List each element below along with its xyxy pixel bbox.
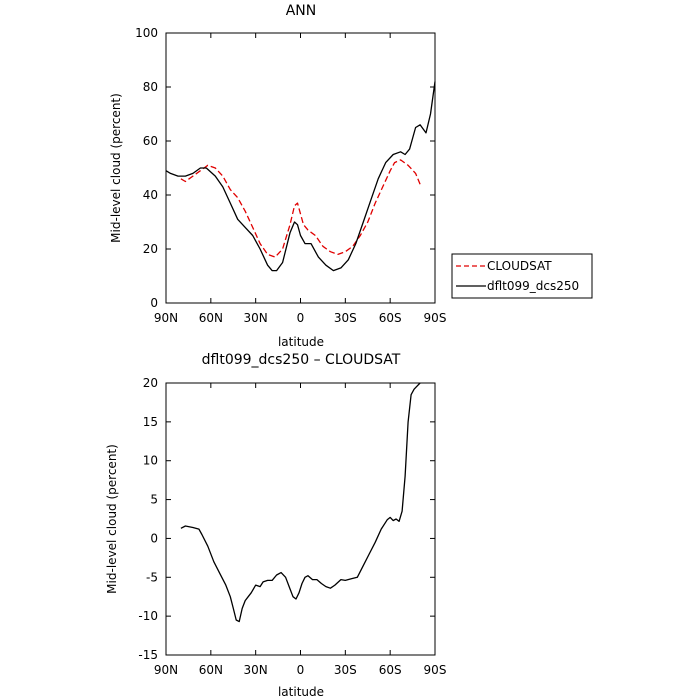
- top-y-tick-label: 40: [143, 188, 158, 202]
- bottom-y-tick-label: 0: [150, 531, 158, 545]
- bottom-x-axis: 90N 60N 30N 0 30S 60S 90S: [154, 383, 447, 677]
- bottom-x-tick-label: 60N: [199, 663, 223, 677]
- bottom-plot-area: [180, 382, 421, 623]
- top-x-axis-label: latitude: [278, 335, 324, 349]
- legend-box: [451, 253, 593, 299]
- top-y-tick-label: 60: [143, 134, 158, 148]
- top-x-tick-label: 0: [297, 311, 305, 325]
- bottom-y-tick-label: 15: [143, 415, 158, 429]
- bottom-y-axis-label: Mid-level cloud (percent): [105, 444, 119, 594]
- top-y-axis-label: Mid-level cloud (percent): [109, 93, 123, 243]
- top-x-axis: 90N 60N 30N 0 30S 60S 90S: [154, 33, 447, 325]
- top-series-line-0: [180, 159, 421, 258]
- top-x-tick-label: 90S: [424, 311, 447, 325]
- top-y-tick-label: 100: [135, 26, 158, 40]
- bottom-y-tick-label: 20: [143, 376, 158, 390]
- chart-panel-top: ANN 90N 60N 30N 0 30S 60S 90S 0 20 40 60 80 100 lat…: [109, 3, 446, 349]
- bottom-x-tick-label: 0: [297, 663, 305, 677]
- top-chart-title: ANN: [286, 3, 317, 19]
- top-x-tick-label: 60N: [199, 311, 223, 325]
- top-x-tick-label: 60S: [379, 311, 402, 325]
- legend: CLOUDSAT dflt099_dcs250: [451, 253, 593, 299]
- top-y-tick-label: 0: [150, 296, 158, 310]
- top-x-tick-label: 30S: [334, 311, 357, 325]
- bottom-x-tick-label: 90N: [154, 663, 178, 677]
- top-y-axis: 0 20 40 60 80 100: [135, 26, 435, 310]
- bottom-chart-title: dflt099_dcs250 – CLOUDSAT: [202, 352, 401, 368]
- legend-label-dflt099: dflt099_dcs250: [487, 279, 579, 293]
- top-x-tick-label: 90N: [154, 311, 178, 325]
- bottom-x-axis-label: latitude: [278, 685, 324, 699]
- bottom-y-tick-label: 5: [150, 493, 158, 507]
- bottom-y-tick-label: -15: [138, 648, 158, 662]
- bottom-x-tick-label: 90S: [424, 663, 447, 677]
- top-plot-area: [165, 81, 436, 272]
- bottom-series-line-0: [180, 382, 421, 623]
- bottom-y-tick-label: -10: [138, 609, 158, 623]
- top-x-tick-label: 30N: [244, 311, 268, 325]
- bottom-y-axis: -15 -10 -5 0 5 10 15 20: [138, 376, 435, 662]
- bottom-plot-frame: [165, 382, 436, 656]
- bottom-y-tick-label: 10: [143, 454, 158, 468]
- legend-label-cloudsat: CLOUDSAT: [487, 259, 552, 273]
- top-series-line-1: [165, 81, 436, 272]
- bottom-x-tick-label: 60S: [379, 663, 402, 677]
- top-y-tick-label: 20: [143, 242, 158, 256]
- bottom-x-tick-label: 30S: [334, 663, 357, 677]
- top-y-tick-label: 80: [143, 80, 158, 94]
- bottom-y-tick-label: -5: [146, 570, 158, 584]
- bottom-x-tick-label: 30N: [244, 663, 268, 677]
- chart-panel-bottom: dflt099_dcs250 – CLOUDSAT 90N 60N 30N 0 30S 6…: [105, 352, 446, 699]
